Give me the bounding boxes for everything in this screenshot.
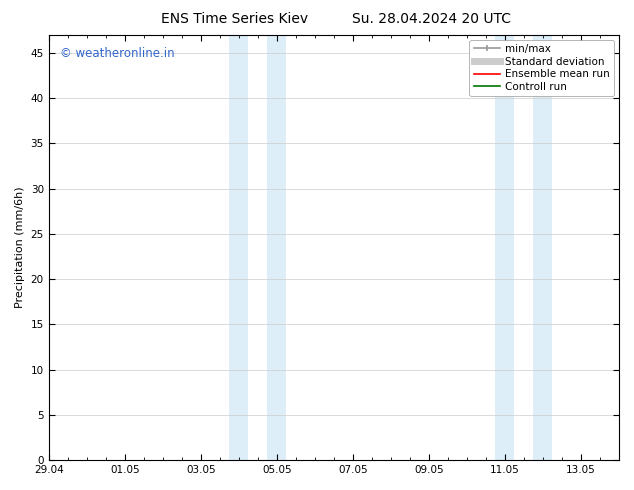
Legend: min/max, Standard deviation, Ensemble mean run, Controll run: min/max, Standard deviation, Ensemble me… xyxy=(469,40,614,96)
Y-axis label: Precipitation (mm/6h): Precipitation (mm/6h) xyxy=(15,187,25,308)
Text: Su. 28.04.2024 20 UTC: Su. 28.04.2024 20 UTC xyxy=(352,12,510,26)
Bar xyxy=(533,35,552,460)
Text: © weatheronline.in: © weatheronline.in xyxy=(60,48,175,60)
Text: ENS Time Series Kiev: ENS Time Series Kiev xyxy=(161,12,308,26)
Bar xyxy=(268,35,287,460)
Bar xyxy=(230,35,249,460)
Bar xyxy=(495,35,514,460)
